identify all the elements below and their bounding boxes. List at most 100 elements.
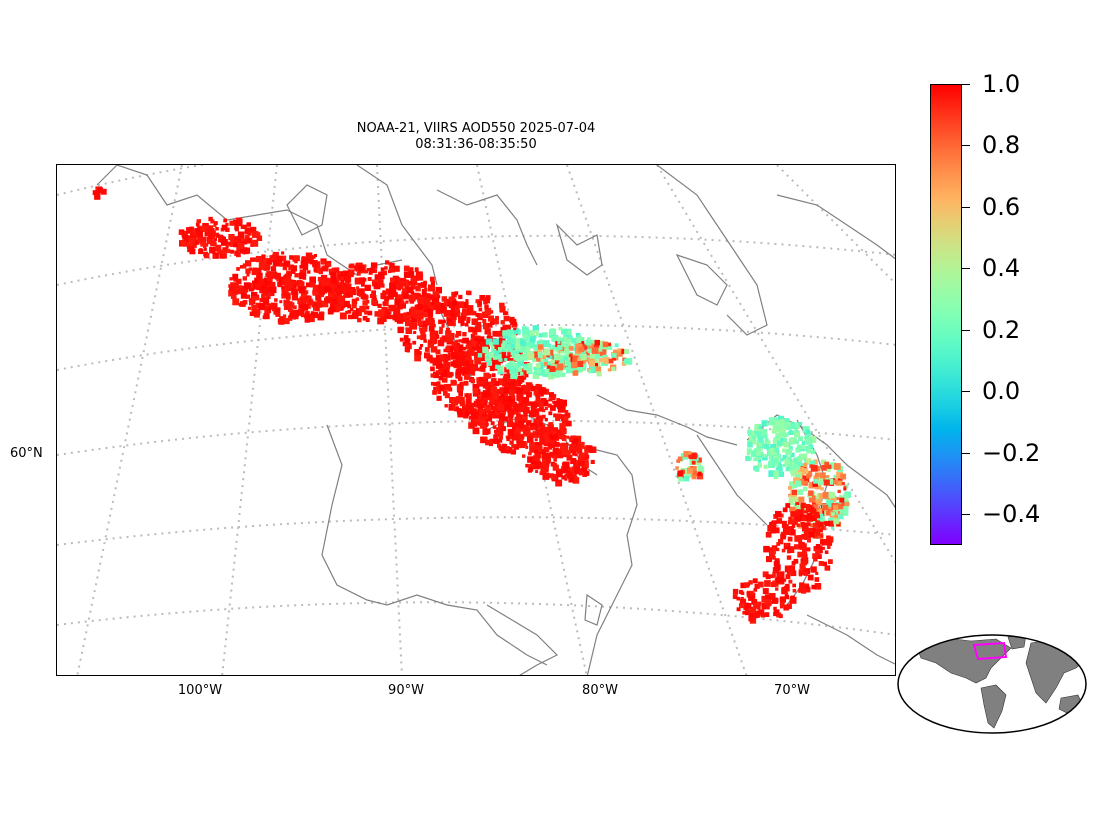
aod-pixel xyxy=(795,480,802,487)
aod-pixel xyxy=(766,422,770,426)
aod-pixel xyxy=(557,344,563,351)
aod-pixel xyxy=(475,299,480,304)
aod-pixel xyxy=(805,585,810,589)
aod-pixel xyxy=(484,404,491,412)
colorbar-tick xyxy=(962,268,970,270)
map-canvas xyxy=(57,165,895,675)
aod-pixel xyxy=(452,406,456,410)
aod-pixel xyxy=(764,594,770,600)
aod-pixel xyxy=(243,282,251,290)
aod-pixel xyxy=(536,418,543,425)
aod-pixel xyxy=(246,237,253,244)
aod-pixel xyxy=(559,434,564,440)
aod-pixel xyxy=(195,222,200,227)
aod-pixel xyxy=(782,455,788,461)
aod-pixel xyxy=(291,265,297,272)
aod-pixel xyxy=(509,414,514,419)
aod-pixel xyxy=(283,303,291,310)
aod-pixel xyxy=(691,460,696,465)
aod-pixel xyxy=(801,516,806,522)
aod-pixel xyxy=(437,390,442,395)
aod-pixel xyxy=(435,370,441,375)
aod-pixel xyxy=(775,510,782,518)
aod-pixel xyxy=(815,571,819,575)
aod-pixel xyxy=(517,367,523,372)
aod-pixel xyxy=(813,522,820,530)
aod-pixel xyxy=(566,472,573,478)
aod-pixel xyxy=(468,326,474,333)
aod-pixel xyxy=(827,545,831,549)
aod-pixel xyxy=(803,528,811,536)
aod-pixel xyxy=(536,357,541,362)
aod-pixel xyxy=(578,457,583,462)
aod-pixel xyxy=(519,442,525,449)
aod-pixel xyxy=(564,473,568,477)
aod-pixel xyxy=(492,355,498,360)
aod-pixel xyxy=(362,315,368,321)
aod-pixel xyxy=(791,489,798,495)
aod-pixel xyxy=(821,459,826,465)
aod-pixel xyxy=(782,507,788,513)
aod-pixel xyxy=(233,277,238,282)
aod-pixel xyxy=(696,472,704,480)
aod-pixel xyxy=(92,190,98,196)
aod-pixel xyxy=(470,420,478,427)
aod-pixel xyxy=(550,435,555,440)
aod-pixel xyxy=(591,347,599,354)
aod-pixel xyxy=(785,543,789,547)
aod-pixel xyxy=(814,482,822,490)
aod-pixel xyxy=(561,362,566,367)
aod-pixel xyxy=(584,452,588,456)
coastline xyxy=(486,604,559,675)
aod-pixel xyxy=(773,606,777,611)
lon-label-100w: 100°W xyxy=(177,683,223,698)
aod-pixel xyxy=(248,297,253,302)
colorbar-tick xyxy=(962,514,970,516)
colorbar-tick xyxy=(962,452,970,454)
aod-pixel xyxy=(446,335,453,342)
aod-pixel xyxy=(788,495,796,502)
aod-pixel xyxy=(423,298,431,305)
aod-pixel xyxy=(478,412,483,418)
aod-pixel xyxy=(811,584,816,590)
aod-pixel xyxy=(520,435,525,440)
aod-pixel xyxy=(788,579,793,584)
aod-pixel xyxy=(522,454,526,458)
aod-pixel xyxy=(312,286,318,292)
aod-pixel xyxy=(811,506,815,510)
aod-pixel xyxy=(502,340,508,346)
aod-pixel xyxy=(553,353,561,361)
aod-pixel xyxy=(458,316,465,324)
aod-pixel xyxy=(821,546,825,550)
aod-pixel xyxy=(780,458,784,462)
aod-pixel xyxy=(824,521,830,526)
aod-pixel xyxy=(429,323,435,328)
aod-pixel xyxy=(745,610,750,616)
aod-pixel xyxy=(591,366,598,373)
aod-pixel xyxy=(803,486,808,492)
aod-pixel xyxy=(229,242,235,247)
aod-pixel xyxy=(449,319,456,327)
aod-pixel xyxy=(511,444,516,449)
aod-pixel xyxy=(292,284,297,289)
inset-domain-outline xyxy=(972,641,1008,661)
aod-pixel xyxy=(278,318,285,325)
aod-pixel xyxy=(197,237,204,244)
aod-pixel xyxy=(270,302,278,310)
aod-pixel xyxy=(552,370,560,378)
aod-pixel xyxy=(678,476,683,482)
aod-pixel xyxy=(243,288,247,292)
aod-pixel xyxy=(517,359,524,367)
aod-pixel xyxy=(266,303,272,309)
aod-pixel xyxy=(263,313,270,320)
aod-pixel xyxy=(371,290,376,296)
aod-pixel xyxy=(259,298,264,303)
aod-pixel xyxy=(425,318,432,325)
aod-pixel xyxy=(751,439,757,445)
aod-pixel xyxy=(794,515,801,522)
aod-pixel xyxy=(789,596,797,604)
aod-pixel xyxy=(778,467,783,472)
aod-pixel xyxy=(468,347,474,352)
aod-pixel xyxy=(548,371,555,377)
aod-pixel xyxy=(388,266,396,273)
